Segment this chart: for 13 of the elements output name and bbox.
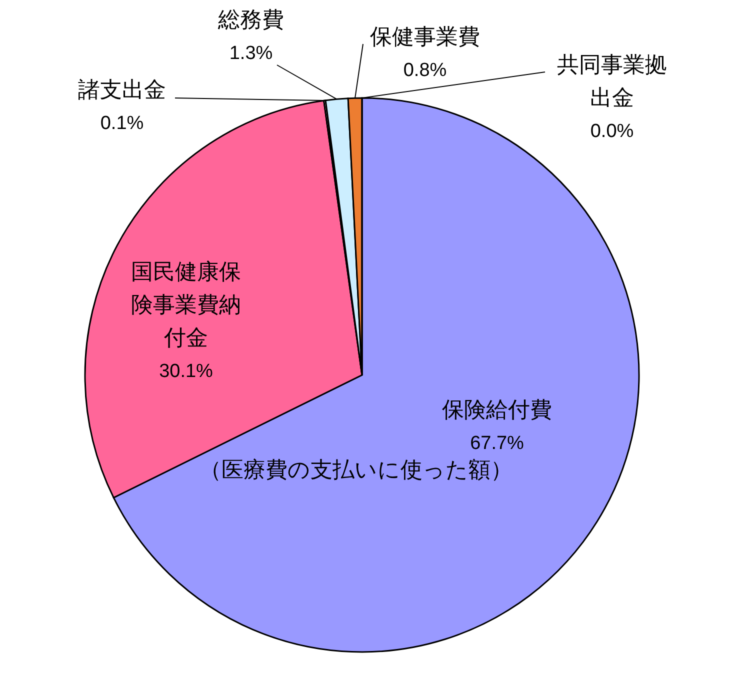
slice-label: 諸支出金: [78, 77, 166, 102]
category-label: 共同事業拠出金: [557, 52, 667, 110]
text: 0.0%: [590, 121, 634, 142]
slice-label: 保健事業費: [370, 24, 480, 50]
data-label: 0.1%: [100, 113, 144, 134]
data-label: 1.3%: [229, 43, 273, 64]
slice-label: 国民健康保険事業費納付金: [131, 259, 241, 350]
slice-label: 総務費: [217, 7, 284, 32]
data-label: 67.7%: [470, 433, 524, 454]
data-label: 30.1%: [159, 361, 214, 382]
slice-label: 保険給付費: [442, 397, 552, 422]
data-label: 0.8%: [403, 60, 447, 81]
text: （医療費の支払いに使った額）: [200, 457, 512, 482]
